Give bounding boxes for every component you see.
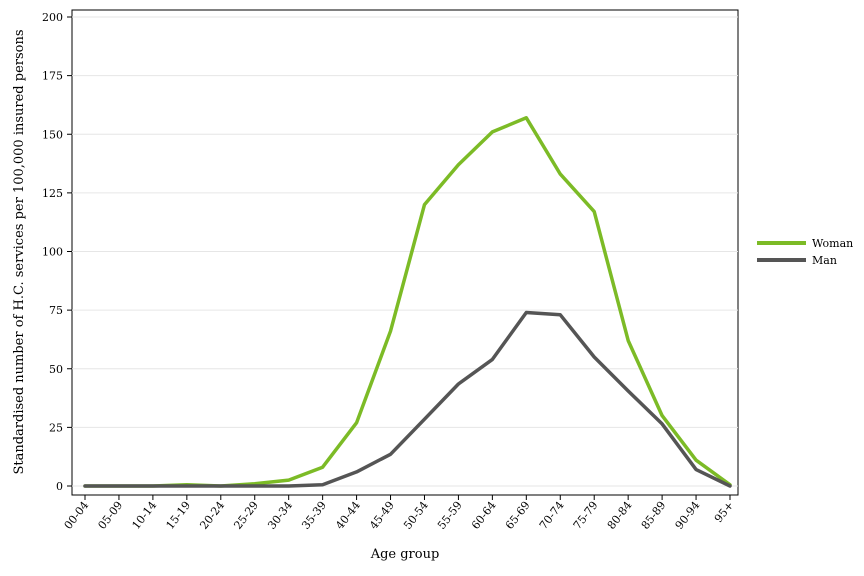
x-tick-label: 75-79 — [571, 499, 601, 532]
x-tick-label: 35-39 — [299, 499, 329, 532]
legend: Woman Man — [757, 237, 853, 267]
x-tick-label: 05-09 — [96, 499, 126, 532]
y-axis: 0 25 50 75 100 125 150 175 200 — [42, 11, 72, 493]
y-tick-label: 25 — [49, 421, 63, 434]
gridlines — [72, 16, 738, 487]
legend-label: Woman — [812, 237, 853, 250]
x-tick-label: 85-89 — [639, 499, 669, 532]
x-tick-label: 45-49 — [367, 499, 397, 532]
x-tick-label: 95+ — [712, 499, 737, 525]
x-tick-label: 65-69 — [503, 499, 533, 532]
series-line-man — [83, 310, 732, 488]
legend-label: Man — [812, 254, 837, 267]
x-tick-label: 80-84 — [605, 499, 635, 532]
y-tick-label: 175 — [42, 70, 63, 83]
x-tick-label: 90-94 — [673, 499, 703, 532]
x-tick-label: 40-44 — [333, 499, 363, 532]
y-tick-label: 0 — [56, 480, 63, 493]
x-axis-title: Age group — [370, 547, 440, 562]
x-tick-label: 25-29 — [231, 499, 261, 532]
x-tick-label: 60-64 — [469, 499, 499, 532]
x-axis: 00-04 05-09 10-14 15-19 20-24 25-29 30-34 35-39… — [62, 495, 737, 532]
x-tick-label: 20-24 — [197, 499, 227, 532]
plot-frame — [71, 9, 739, 496]
series-line-woman — [83, 116, 732, 488]
y-axis-title: Standardised number of H.C. services per… — [12, 29, 27, 474]
x-tick-label: 00-04 — [62, 499, 92, 532]
y-tick-label: 100 — [42, 246, 63, 259]
x-tick-label: 50-54 — [401, 499, 431, 532]
y-tick-label: 200 — [42, 11, 63, 24]
x-tick-label: 55-59 — [435, 499, 465, 532]
x-tick-label: 70-74 — [537, 499, 567, 532]
x-tick-label: 10-14 — [129, 499, 159, 532]
y-tick-label: 50 — [49, 363, 63, 376]
x-tick-label: 30-34 — [265, 499, 295, 532]
series-lines — [83, 116, 732, 488]
y-tick-label: 125 — [42, 187, 63, 200]
y-tick-label: 150 — [42, 128, 63, 141]
y-tick-label: 75 — [49, 304, 63, 317]
x-tick-label: 15-19 — [163, 499, 193, 532]
